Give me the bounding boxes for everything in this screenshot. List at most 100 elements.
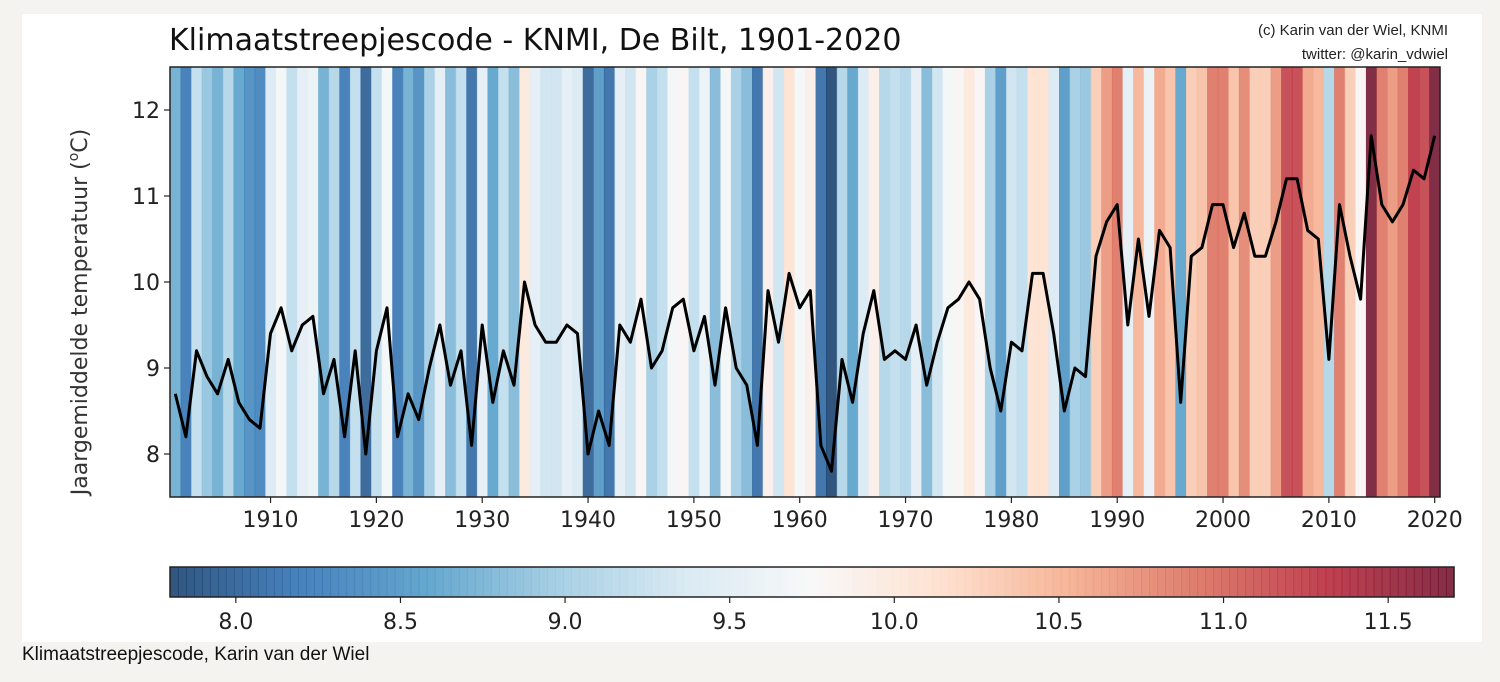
colorbar-segment (394, 567, 404, 597)
colorbar-segment (659, 567, 669, 597)
y-axis-ticks: 8 9 10 11 12 (132, 99, 170, 468)
colorbar-segment (932, 567, 941, 597)
colorbar-segment (844, 567, 853, 597)
colorbar-segment (1157, 567, 1166, 597)
stripe-1907 (233, 67, 245, 497)
stripe-2006 (1281, 67, 1293, 497)
stripe-1927 (445, 67, 457, 497)
colorbar-segment (627, 567, 637, 597)
colorbar-segment (330, 567, 340, 597)
colorbar-segment (1381, 567, 1391, 597)
colorbar-segment (474, 567, 484, 597)
stripe-1970 (900, 67, 912, 497)
colorbar-segment (803, 567, 813, 597)
colorbar-segment (868, 567, 877, 597)
colorbar-segment (547, 567, 556, 597)
stripe-1989 (1101, 67, 1113, 497)
temperature-line (173, 134, 1437, 473)
colorbar-segment (1084, 567, 1094, 597)
colorbar-segment (836, 567, 845, 597)
stripe-2018 (1408, 67, 1420, 497)
stripe-1922 (392, 67, 404, 497)
stripe-1908 (244, 67, 256, 497)
stripe-1923 (402, 67, 415, 497)
credit-twitter: twitter: @karin_vdwiel (1302, 46, 1448, 63)
stripe-1937 (551, 67, 563, 497)
colorbar-segment (860, 567, 869, 597)
colorbar-segment (1205, 567, 1214, 597)
colorbar-segment (996, 567, 1006, 597)
colorbar-segment (1124, 567, 1134, 597)
colorbar-segment (763, 567, 773, 597)
y-tick-label: 9 (146, 357, 160, 382)
stripe-1965 (847, 67, 859, 497)
x-tick-label: 1970 (878, 508, 934, 533)
colorbar-segment (466, 567, 476, 597)
colorbar-segment (266, 567, 275, 597)
colorbar-tick-label: 11.0 (1199, 610, 1248, 635)
stripe-2004 (1260, 67, 1272, 497)
colorbar-segment (282, 567, 291, 597)
stripe-1933 (508, 67, 520, 497)
stripe-1954 (730, 67, 743, 497)
colorbar-segment (346, 567, 356, 597)
stripe-1964 (836, 67, 848, 497)
x-axis-ticks: 1910 1920 1930 1940 1950 1960 1970 1980 1990 2000… (243, 497, 1463, 533)
colorbar-segment (667, 567, 677, 597)
stripe-1901 (170, 67, 182, 497)
colorbar-segment (491, 567, 500, 597)
stripe-1935 (529, 67, 542, 497)
stripe-1942 (603, 67, 616, 497)
stripe-2008 (1302, 67, 1314, 497)
colorbar-segment (1229, 567, 1238, 597)
colorbar-segment (242, 567, 251, 597)
colorbar-segment (956, 567, 966, 597)
colorbar-segment (1373, 567, 1383, 597)
stripe-1960 (794, 67, 806, 497)
colorbar-segment (755, 567, 765, 597)
stripe-1978 (984, 67, 997, 497)
colorbar-segment (1293, 567, 1303, 597)
stripe-2000 (1217, 67, 1229, 497)
stripe-1959 (783, 67, 796, 497)
colorbar-tick-label: 9.5 (712, 610, 747, 635)
stripe-1928 (455, 67, 467, 497)
colorbar-segment (1028, 567, 1038, 597)
colorbar (169, 566, 1455, 598)
colorbar-segment (1116, 567, 1126, 597)
x-tick-label: 2020 (1407, 508, 1463, 533)
stripe-1961 (805, 67, 817, 497)
stripe-1995 (1164, 67, 1177, 497)
colorbar-segment (1269, 567, 1279, 597)
stripe-1996 (1175, 67, 1187, 497)
colorbar-segment (1044, 567, 1054, 597)
stripe-1948 (667, 67, 679, 497)
colorbar-segment (940, 567, 950, 597)
colorbar-segment (410, 567, 420, 597)
colorbar-segment (170, 567, 179, 597)
stripe-1973 (932, 67, 944, 497)
x-tick-label: 1910 (243, 508, 299, 533)
stripe-1969 (889, 67, 901, 497)
colorbar-segment (1076, 567, 1086, 597)
colorbar-segment (1317, 567, 1327, 597)
stripe-1997 (1186, 67, 1198, 497)
colorbar-segment (507, 567, 516, 597)
colorbar-segment (1245, 567, 1254, 597)
stripe-1938 (561, 67, 573, 497)
x-tick-label: 1940 (560, 508, 616, 533)
stripe-1912 (286, 67, 298, 497)
colorbar-segment (619, 567, 629, 597)
colorbar-segment (442, 567, 452, 597)
colorbar-segment (747, 567, 757, 597)
stripe-1971 (910, 67, 923, 497)
stripe-1920 (371, 67, 383, 497)
colorbar-segment (1149, 567, 1158, 597)
stripe-1911 (275, 67, 288, 497)
colorbar-segment (980, 567, 990, 597)
colorbar-segment (595, 567, 604, 597)
colorbar-segment (1189, 567, 1198, 597)
colorbar-segment (1173, 567, 1182, 597)
stripe-1979 (995, 67, 1007, 497)
colorbar-segment (675, 567, 685, 597)
